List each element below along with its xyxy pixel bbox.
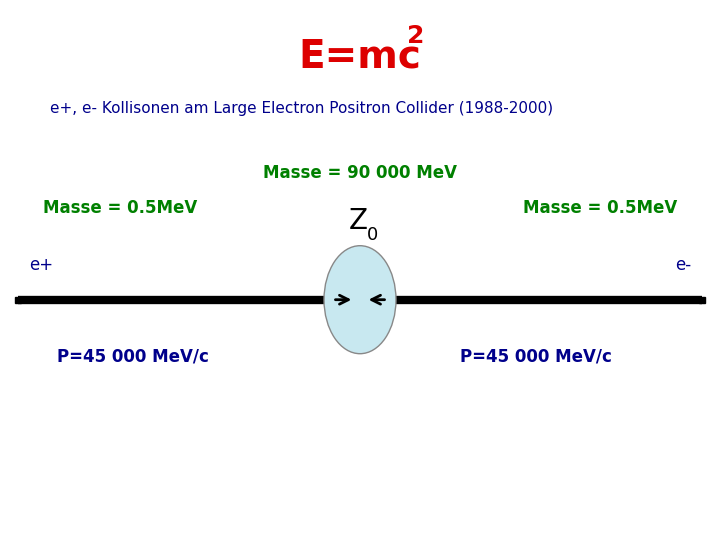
Text: 0: 0 [366, 226, 378, 244]
Text: P=45 000 MeV/c: P=45 000 MeV/c [461, 347, 612, 366]
Text: P=45 000 MeV/c: P=45 000 MeV/c [58, 347, 209, 366]
Text: e+, e- Kollisonen am Large Electron Positron Collider (1988-2000): e+, e- Kollisonen am Large Electron Posi… [50, 100, 554, 116]
Text: e+: e+ [29, 255, 53, 274]
Text: e-: e- [675, 255, 691, 274]
Text: Masse = 0.5MeV: Masse = 0.5MeV [43, 199, 197, 217]
Text: Z: Z [348, 207, 367, 235]
Text: Masse = 0.5MeV: Masse = 0.5MeV [523, 199, 677, 217]
Ellipse shape [324, 246, 396, 354]
Text: E=mc: E=mc [299, 38, 421, 76]
Text: Masse = 90 000 MeV: Masse = 90 000 MeV [263, 164, 457, 182]
Text: 2: 2 [408, 24, 425, 48]
